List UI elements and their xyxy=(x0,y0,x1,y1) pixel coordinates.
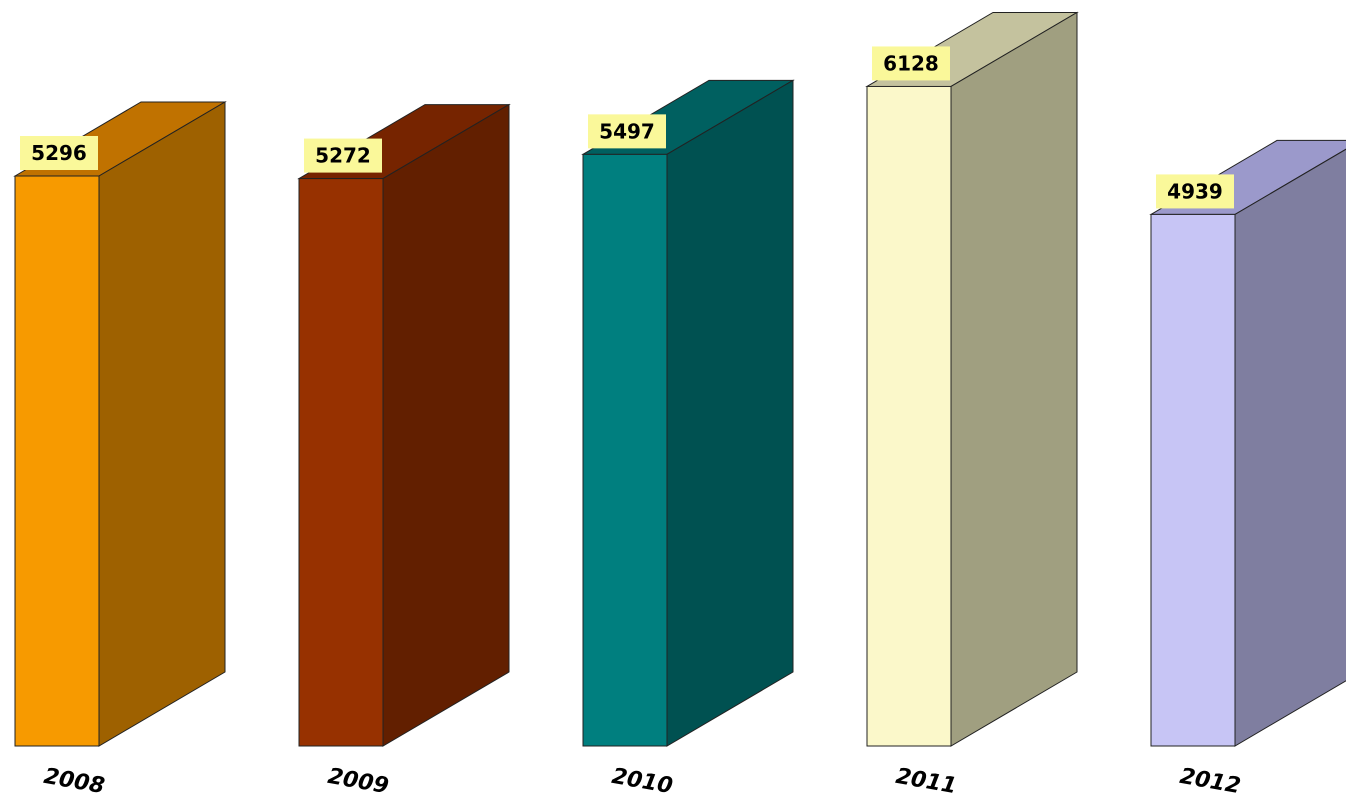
data-label-box xyxy=(588,114,666,149)
bar-side-face xyxy=(382,103,510,747)
bar-side-face xyxy=(98,101,226,747)
x-tick-label-2009: 2009 xyxy=(326,764,391,799)
x-tick-label-2011: 2011 xyxy=(894,764,959,799)
bar-front-face xyxy=(298,178,384,747)
bar-side-face xyxy=(950,11,1078,747)
data-label-2012: 4939 xyxy=(1156,174,1234,209)
data-label-value: 5497 xyxy=(599,119,655,143)
bar-front-face xyxy=(582,153,668,747)
bar-front-face xyxy=(14,175,100,747)
data-label-value: 5272 xyxy=(315,144,371,168)
data-label-box xyxy=(20,136,98,170)
x-tick-label-2012: 2012 xyxy=(1178,764,1243,799)
data-labels-layer: 5296 5272 5497 6128 4939 xyxy=(20,46,1234,209)
data-label-box xyxy=(304,138,382,173)
data-label-2011: 6128 xyxy=(872,46,950,81)
x-tick-label-2008: 2008 xyxy=(42,764,107,799)
bar-2010 xyxy=(581,79,795,747)
bar-front-face xyxy=(1150,213,1236,747)
bar-side-face xyxy=(1234,148,1346,747)
bar-2012 xyxy=(1149,139,1346,747)
data-label-box xyxy=(872,46,950,81)
bars-layer xyxy=(13,11,1346,747)
data-label-value: 5296 xyxy=(31,141,87,165)
data-label-2008: 5296 xyxy=(20,136,98,170)
data-label-2010: 5497 xyxy=(588,114,666,149)
bar-2011 xyxy=(865,11,1079,747)
x-tick-label-2010: 2010 xyxy=(610,764,675,799)
data-label-value: 4939 xyxy=(1167,179,1223,203)
data-label-value: 6128 xyxy=(883,51,939,75)
bar-front-face xyxy=(866,85,952,747)
x-axis-tick-labels: 2008 2009 2010 2011 2012 xyxy=(42,764,1243,799)
data-label-box xyxy=(1156,174,1234,209)
bar-2009 xyxy=(297,103,511,747)
bar-2008 xyxy=(13,101,227,747)
data-label-2009: 5272 xyxy=(304,138,382,173)
bar-side-face xyxy=(666,79,794,747)
